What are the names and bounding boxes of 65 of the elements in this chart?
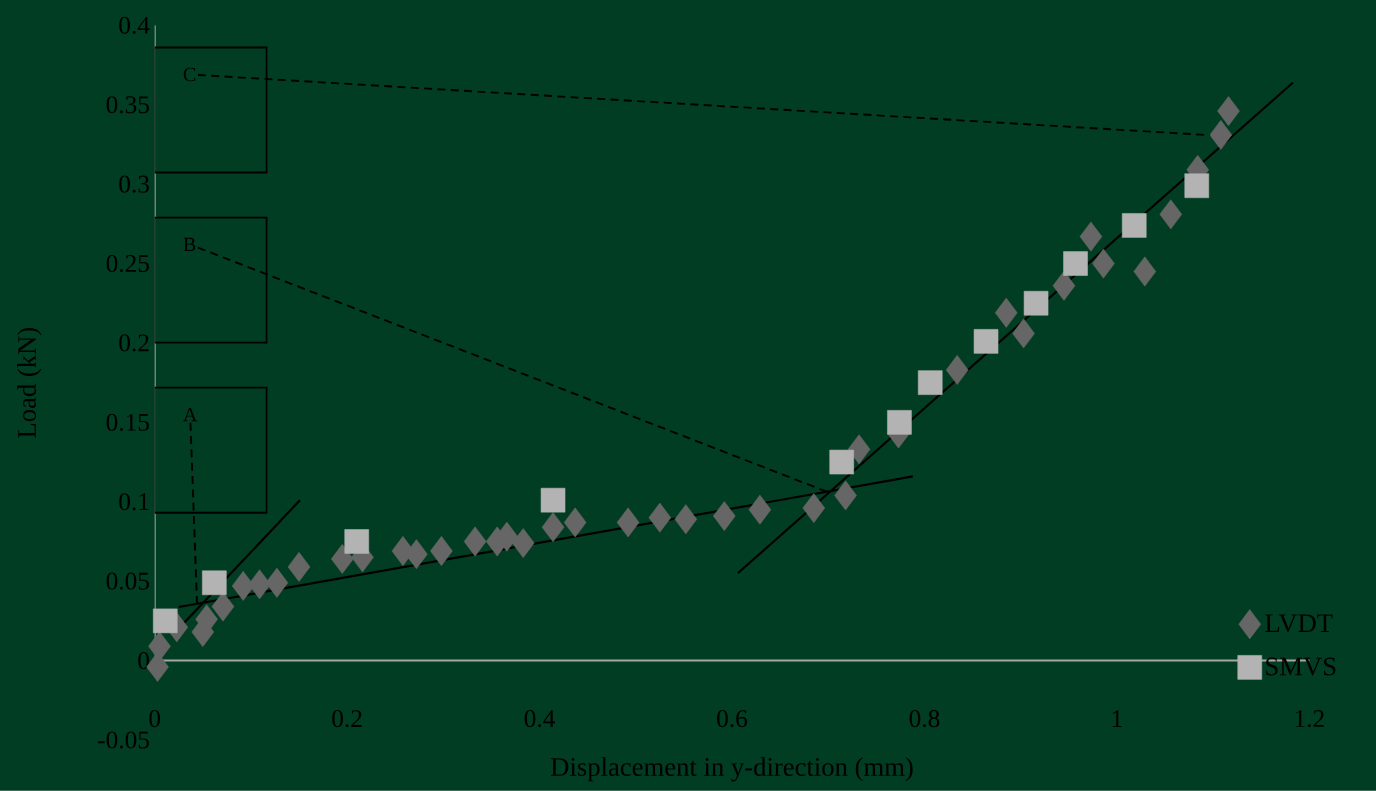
point (463, 526, 487, 557)
point (887, 410, 912, 435)
x-tick-label: 0.2 (332, 710, 362, 728)
point (563, 507, 587, 538)
point (1133, 256, 1157, 287)
point (511, 528, 535, 559)
point (1023, 291, 1049, 316)
y-tick-label: 0.2 (119, 334, 149, 352)
point (1209, 120, 1233, 151)
point (1063, 251, 1088, 276)
y-axis-title: Load (kN) (17, 328, 42, 438)
x-tick-label: 0.6 (717, 710, 748, 728)
y-tick-label: -0.05 (98, 731, 149, 749)
point (616, 507, 640, 538)
point (945, 355, 969, 386)
point (540, 488, 566, 513)
point (265, 568, 289, 598)
y-tick-label: 0.15 (106, 413, 149, 432)
x-tick-label: 0.8 (909, 710, 940, 728)
annotation: A (183, 408, 198, 422)
legend-label: SMVS (1266, 657, 1336, 676)
point (829, 449, 854, 475)
point (1121, 213, 1147, 238)
point (541, 512, 565, 543)
point (1092, 248, 1115, 279)
y-tick-label: 0.35 (106, 96, 149, 114)
point (344, 529, 370, 554)
x-tick-label: 1.2 (1295, 710, 1324, 728)
point (202, 570, 227, 596)
point (248, 569, 271, 600)
point (1184, 173, 1210, 199)
point (973, 329, 999, 354)
point (405, 539, 428, 570)
x-tick-label: 0.4 (524, 710, 556, 728)
point (1052, 271, 1076, 301)
y-tick-label: 0.1 (119, 493, 149, 511)
point (847, 434, 871, 465)
x-axis-title: Displacement in y-direction (mm) (550, 757, 913, 782)
legend-label: LVDT (1265, 614, 1333, 633)
y-tick-label: 0.3 (119, 175, 149, 193)
point (1079, 221, 1103, 252)
point (152, 608, 178, 634)
y-tick-label: 0.4 (119, 16, 150, 35)
x-tick-label: 1 (1112, 710, 1122, 728)
point (917, 370, 943, 396)
point (713, 501, 736, 532)
point (231, 571, 255, 602)
point (648, 502, 672, 533)
point (331, 544, 354, 575)
point (1012, 318, 1035, 349)
point (674, 504, 698, 535)
y-tick-label: 0.05 (106, 572, 149, 590)
point (287, 552, 311, 582)
point (748, 494, 772, 525)
point (1217, 96, 1240, 127)
point (994, 298, 1018, 328)
point (430, 536, 453, 567)
point (802, 493, 826, 524)
annotation: C (183, 67, 196, 82)
x-tick-label: 0 (149, 710, 161, 728)
y-tick-label: 0 (138, 652, 149, 670)
y-tick-label: 0.25 (106, 255, 149, 273)
point (1159, 199, 1183, 230)
point (834, 480, 857, 511)
annotation: B (183, 238, 196, 252)
